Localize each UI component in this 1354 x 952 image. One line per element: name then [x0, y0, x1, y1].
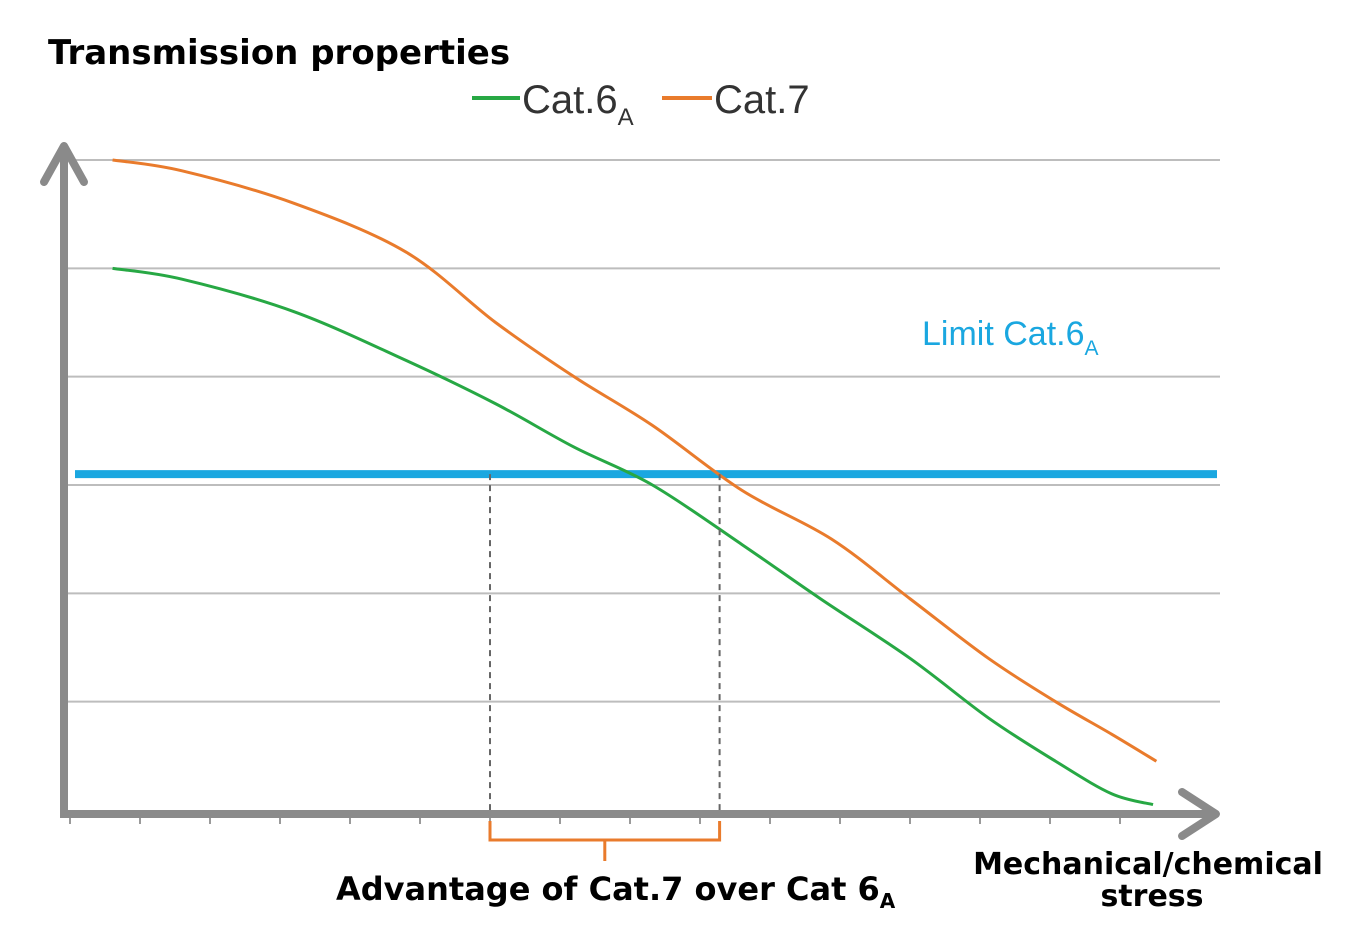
y-axis-arrow-icon: [40, 142, 88, 186]
x-axis-arrow-icon: [1178, 788, 1220, 840]
series-group: [112, 158, 1158, 807]
series-line-cat7: [112, 158, 1158, 763]
legend-label-cat6a-main: Cat.6: [522, 78, 618, 122]
advantage-label: Advantage of Cat.7 over Cat 6A: [336, 870, 896, 913]
series-line-cat6a: [112, 266, 1154, 807]
y-axis-title: Transmission properties: [48, 33, 510, 73]
advantage-bracket: [488, 821, 722, 861]
grid-lines: [62, 159, 1220, 703]
legend-label-cat6a-sub: A: [618, 104, 634, 131]
advantage-label-main: Advantage of Cat.7 over Cat 6: [336, 870, 880, 908]
x-axis-title-line-2: stress: [1100, 879, 1203, 914]
x-axis-title-line-1: Mechanical/chemical: [973, 847, 1323, 882]
limit-label: Limit Cat.6A: [922, 315, 1099, 360]
legend-label-cat6a: Cat.6A: [522, 78, 634, 131]
legend: Cat.6A Cat.7: [472, 78, 810, 131]
annotation-group: [488, 474, 722, 861]
limit-label-sub: A: [1085, 337, 1099, 360]
advantage-label-sub: A: [880, 889, 896, 913]
legend-label-cat7: Cat.7: [714, 78, 810, 122]
limit-label-main: Limit Cat.6: [922, 315, 1085, 353]
axes: [40, 142, 1220, 840]
